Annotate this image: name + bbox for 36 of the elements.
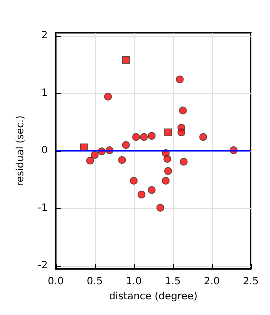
x-tick-label: 1.5 xyxy=(165,276,181,288)
point xyxy=(91,151,99,159)
x-tick-label: 0.0 xyxy=(48,276,64,288)
point xyxy=(164,167,172,176)
point xyxy=(148,132,156,140)
x-tick-label: 2.5 xyxy=(243,276,259,288)
point xyxy=(138,190,146,199)
point xyxy=(200,133,208,142)
point xyxy=(86,156,94,165)
point xyxy=(178,128,186,137)
point xyxy=(164,128,172,137)
y-tick-label: 2 xyxy=(42,30,48,42)
y-axis-title: residual (sec.) xyxy=(16,116,26,186)
point xyxy=(162,177,170,185)
y-tick-label: -2 xyxy=(38,260,48,272)
y-tick-label: 1 xyxy=(42,88,48,99)
point xyxy=(130,177,138,185)
point xyxy=(176,76,184,84)
point xyxy=(156,204,164,212)
point xyxy=(122,56,130,64)
y-tick-label: 0 xyxy=(42,146,48,157)
x-axis-title: distance (degree) xyxy=(109,292,198,302)
point xyxy=(164,155,172,164)
x-tick-label: 2.0 xyxy=(204,276,220,288)
point xyxy=(140,133,148,142)
point xyxy=(179,106,188,115)
point xyxy=(132,133,140,142)
point xyxy=(80,144,88,152)
x-tick-label: 1.0 xyxy=(126,276,142,288)
point xyxy=(148,186,156,194)
point xyxy=(104,93,112,101)
point xyxy=(180,158,188,166)
y-tick-label: -1 xyxy=(38,203,48,214)
point xyxy=(118,156,126,164)
point xyxy=(122,141,130,150)
x-tick-label: 0.5 xyxy=(87,276,103,288)
